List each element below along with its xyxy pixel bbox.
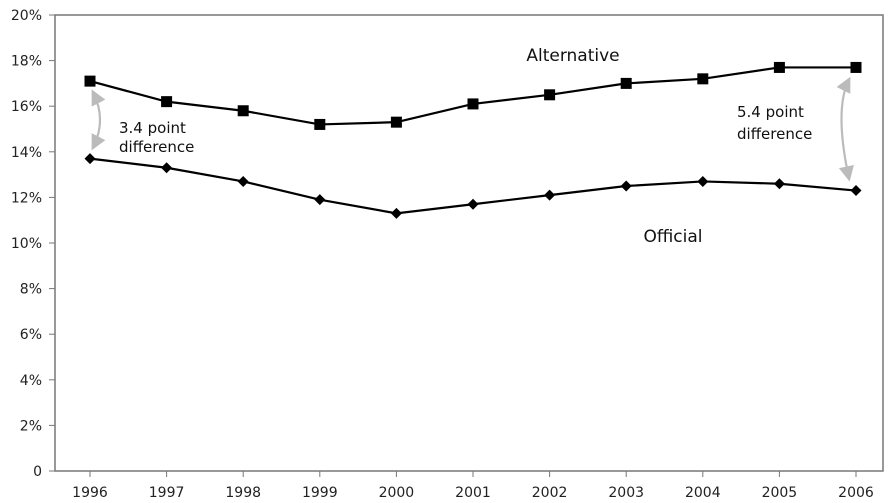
annotation-left-line1: 3.4 point xyxy=(119,119,186,137)
data-point-alternative xyxy=(773,61,785,73)
x-tick-label: 2006 xyxy=(838,485,874,501)
data-point-official xyxy=(237,175,249,187)
x-tick-label: 2004 xyxy=(685,485,721,501)
y-tick-label: 4% xyxy=(20,373,42,389)
y-tick-label: 10% xyxy=(11,236,42,252)
data-point-official xyxy=(161,162,173,174)
data-point-alternative xyxy=(544,89,556,101)
annotation-left-line2: difference xyxy=(119,138,194,156)
difference-arrow-right xyxy=(836,76,854,182)
data-point-official xyxy=(697,175,709,187)
y-tick-label: 12% xyxy=(11,190,42,206)
data-point-official xyxy=(773,178,785,190)
x-tick-label: 2003 xyxy=(608,485,644,501)
data-point-alternative xyxy=(84,75,96,87)
data-point-alternative xyxy=(467,98,479,110)
x-tick-label: 2000 xyxy=(379,485,415,501)
y-tick-label: 14% xyxy=(11,145,42,161)
data-point-alternative xyxy=(237,105,249,117)
x-tick-label: 2001 xyxy=(455,485,491,501)
data-point-official xyxy=(850,185,862,197)
data-point-official xyxy=(544,189,556,201)
annotation-right-line2: difference xyxy=(737,125,812,143)
x-tick-label: 1998 xyxy=(225,485,261,501)
data-point-official xyxy=(84,153,96,165)
data-point-alternative xyxy=(390,116,402,128)
x-tick-label: 1999 xyxy=(302,485,338,501)
difference-arrow-left xyxy=(91,89,106,151)
plot-frame xyxy=(54,14,884,472)
data-point-official xyxy=(390,207,402,219)
data-point-official xyxy=(314,194,326,206)
series-label-alternative: Alternative xyxy=(526,46,619,66)
series-label-official: Official xyxy=(643,227,702,247)
x-tick-label: 1997 xyxy=(149,485,185,501)
y-tick-label: 8% xyxy=(20,282,42,298)
data-point-alternative xyxy=(161,96,173,108)
y-tick-label: 18% xyxy=(11,54,42,70)
annotation-right-line1: 5.4 point xyxy=(737,103,804,121)
y-tick-label: 2% xyxy=(20,418,42,434)
y-tick-label: 16% xyxy=(11,99,42,115)
y-tick-label: 0 xyxy=(33,464,42,480)
data-point-alternative xyxy=(620,77,632,89)
x-tick-label: 2005 xyxy=(762,485,798,501)
data-point-alternative xyxy=(314,118,326,130)
data-point-official xyxy=(467,198,479,210)
y-tick-label: 20% xyxy=(11,8,42,24)
data-point-alternative xyxy=(850,61,862,73)
data-point-official xyxy=(620,180,632,192)
y-tick-label: 6% xyxy=(20,327,42,343)
x-tick-label: 2002 xyxy=(532,485,568,501)
x-tick-label: 1996 xyxy=(72,485,108,501)
data-point-alternative xyxy=(697,73,709,85)
